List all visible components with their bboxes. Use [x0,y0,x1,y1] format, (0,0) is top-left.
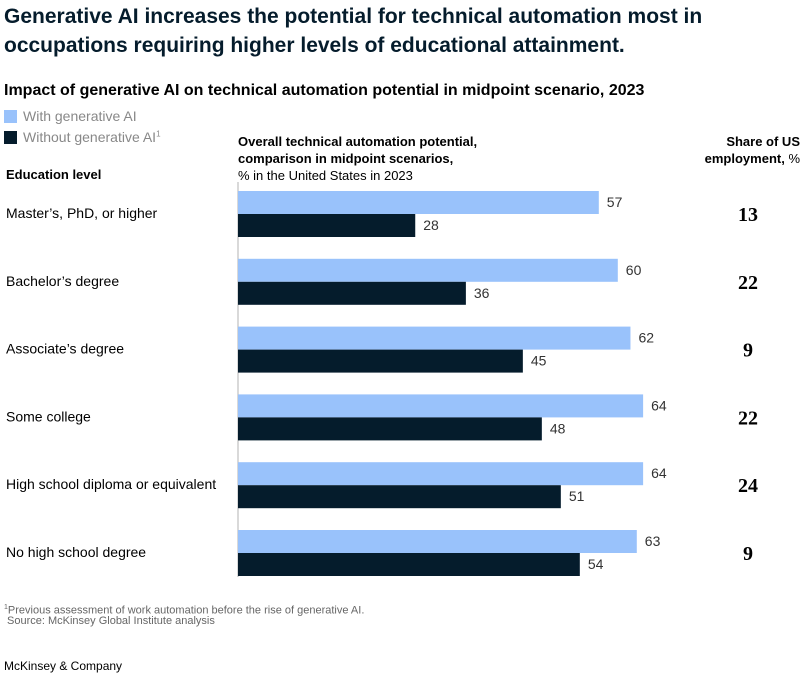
bar-with-gen-ai-masters-phd [238,191,599,214]
bar-with-gen-ai-some-college [238,394,644,418]
legend-label-with-gen-ai: With generative AI [23,108,137,124]
category-label-masters-phd: Master’s, PhD, or higher [6,205,158,221]
bar-without-gen-ai-bachelors [238,281,466,305]
footnote: 1Previous assessment of work automation … [4,601,364,618]
value-label-with-gen-ai-some-college: 64 [651,397,667,413]
axis-title: Overall technical automation potential, … [238,133,538,184]
value-label-with-gen-ai-masters-phd: 57 [607,194,623,210]
legend-item-without-gen-ai: Without generative AI1 [4,129,161,145]
value-label-with-gen-ai-associates: 62 [638,330,654,346]
bar-with-gen-ai-high-school [238,462,644,486]
value-label-with-gen-ai-high-school: 64 [651,465,667,481]
value-label-with-gen-ai-bachelors: 60 [626,262,642,278]
axis-title-line2: comparison in midpoint scenarios, [238,151,454,166]
axis-title-line1: Overall technical automation potential, [238,134,478,149]
share-value-high-school: 24 [738,475,758,497]
value-label-without-gen-ai-masters-phd: 28 [423,217,439,233]
brand-name: McKinsey & Company [4,659,123,673]
category-label-no-high-school: No high school degree [6,544,146,560]
value-label-without-gen-ai-high-school: 51 [569,488,585,504]
footnote-marker: 1 [4,604,8,611]
bar-without-gen-ai-associates [238,349,523,373]
legend-footnote-marker: 1 [156,129,161,139]
bar-without-gen-ai-no-high-school [238,553,580,576]
bar-without-gen-ai-masters-phd [238,214,416,237]
education-level-header: Education level [6,167,102,182]
axis-title-line3: % in the United States in 2023 [238,168,413,183]
category-label-associates: Associate’s degree [6,341,124,357]
share-title-line2: employment, % [704,151,800,166]
share-value-masters-phd: 13 [738,204,758,226]
share-title-line1: Share of US [726,134,800,149]
share-value-bachelors: 22 [738,272,758,294]
value-label-without-gen-ai-some-college: 48 [550,420,566,436]
headline: Generative AI increases the potential fo… [4,5,703,57]
legend-item-with-gen-ai: With generative AI [4,108,137,124]
category-label-high-school: High school diploma or equivalent [6,476,216,492]
bar-without-gen-ai-some-college [238,417,542,441]
bar-without-gen-ai-high-school [238,485,561,509]
legend-label-without-gen-ai: Without generative AI1 [23,129,161,145]
chart-marks: Master’s, PhD, or higher 57 28 13 Bachelor’s… [6,191,758,576]
category-label-bachelors: Bachelor’s degree [6,273,119,289]
value-label-without-gen-ai-bachelors: 36 [474,285,490,301]
legend-swatch-with-gen-ai [4,109,17,123]
value-label-without-gen-ai-associates: 45 [531,353,547,369]
share-value-associates: 9 [743,340,753,362]
bar-with-gen-ai-associates [238,326,631,350]
bar-with-gen-ai-bachelors [238,258,618,282]
bar-with-gen-ai-no-high-school [238,530,637,553]
legend-swatch-without-gen-ai [4,130,17,144]
share-value-no-high-school: 9 [743,543,753,565]
chart-subtitle: Impact of generative AI on technical aut… [4,82,645,99]
category-label-some-college: Some college [6,408,91,424]
footnote-text: Previous assessment of work automation b… [7,604,365,617]
value-label-with-gen-ai-no-high-school: 63 [645,533,661,549]
share-value-some-college: 22 [738,407,758,429]
source-note: Source: McKinsey Global Institute analys… [7,615,215,627]
value-label-without-gen-ai-no-high-school: 54 [588,556,604,572]
share-column-title: Share of US employment, % [670,133,800,167]
